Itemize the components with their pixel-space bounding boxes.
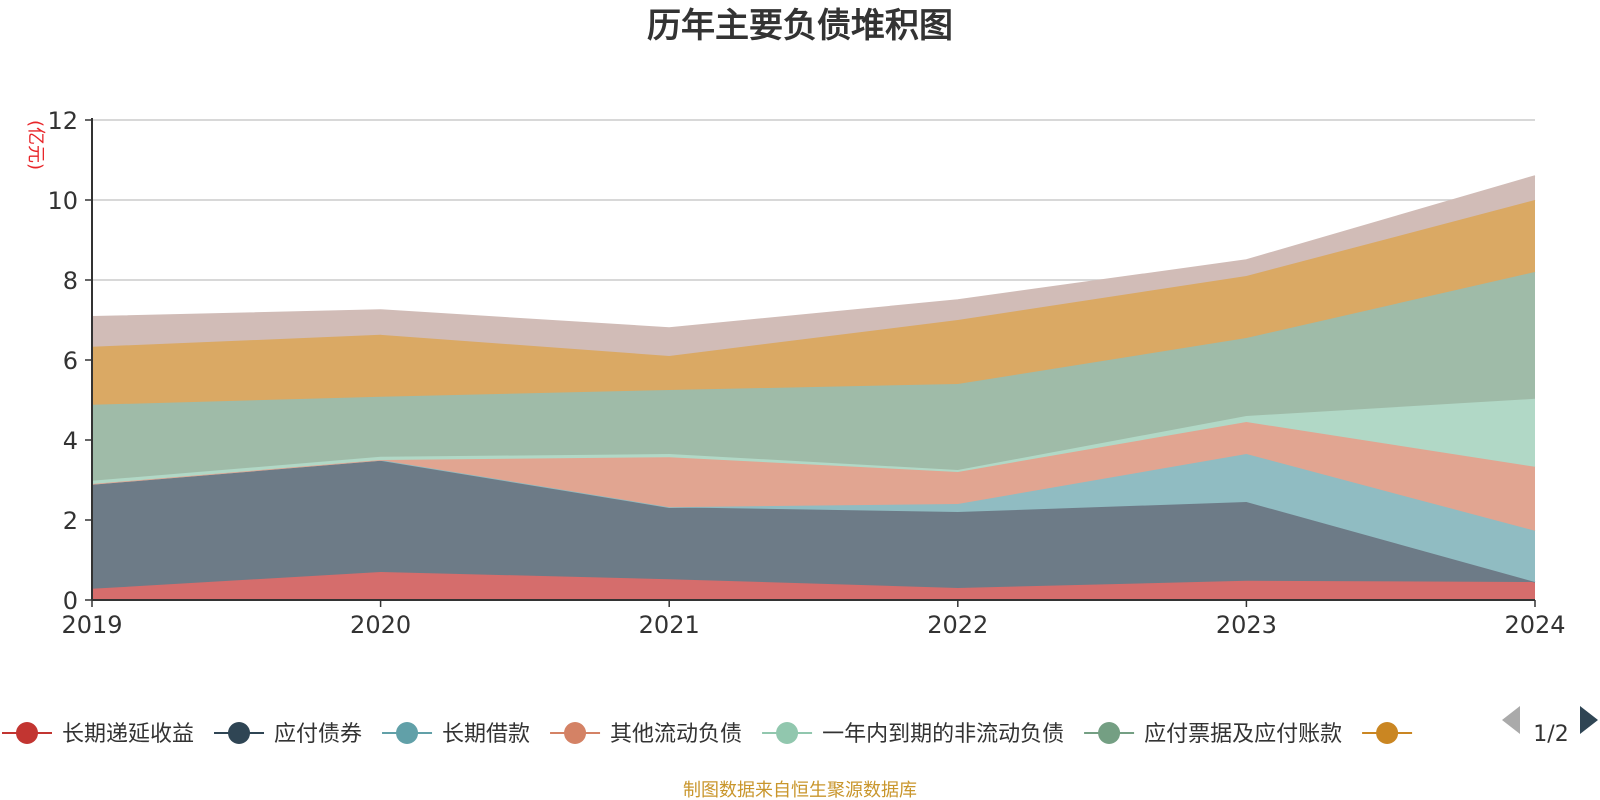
series-area-1 (92, 460, 1535, 589)
y-tick-label: 2 (63, 507, 78, 535)
y-tick-label: 10 (47, 187, 78, 215)
legend: 长期递延收益 应付债券 长期借款 其他流动负债 一年内到期的非流动负债 应付票据及应付账款 (2, 722, 1413, 747)
legend-label: 应付票据及应付账款 (1144, 722, 1342, 747)
axes: 0 2 4 6 8 10 12 2019 2020 2021 2022 2023 2024 (47, 107, 1565, 639)
legend-circle-icon (228, 722, 251, 744)
legend-item[interactable]: 长期递延收益 (2, 722, 194, 747)
series-line-7 (91, 175, 1536, 329)
y-tick-label: 4 (63, 427, 78, 455)
legend-circle-icon (1376, 722, 1399, 744)
y-tick-label: 0 (63, 587, 78, 615)
series-area-3 (92, 422, 1535, 531)
legend-label: 一年内到期的非流动负债 (822, 722, 1064, 747)
y-tick-label: 6 (63, 347, 78, 375)
legend-circle-icon (564, 722, 587, 744)
legend-item[interactable]: 长期借款 (382, 722, 530, 747)
legend-circle-icon (1098, 722, 1121, 744)
legend-item[interactable] (1362, 722, 1413, 744)
chart-title: 历年主要负债堆积图 (647, 6, 953, 46)
x-tick-label: 2020 (350, 611, 411, 639)
legend-label: 长期借款 (442, 722, 530, 747)
legend-circle-icon (776, 722, 799, 744)
series-area-6 (92, 200, 1535, 405)
legend-item[interactable]: 应付票据及应付账款 (1084, 722, 1342, 747)
legend-pager: 1/2 (1502, 706, 1598, 747)
x-tick-label: 2022 (927, 611, 988, 639)
legend-item[interactable]: 一年内到期的非流动负债 (762, 722, 1064, 747)
x-tick-label: 2019 (61, 611, 122, 639)
x-tick-label: 2021 (639, 611, 700, 639)
y-tick-label: 12 (47, 107, 78, 135)
legend-label: 其他流动负债 (610, 722, 742, 747)
legend-page-indicator: 1/2 (1533, 722, 1568, 747)
legend-next-arrow-icon[interactable] (1580, 706, 1598, 734)
legend-item[interactable]: 其他流动负债 (550, 722, 742, 747)
y-tick-label: 8 (63, 267, 78, 295)
legend-circle-icon (396, 722, 419, 744)
data-source-note: 制图数据来自恒生聚源数据库 (683, 780, 917, 800)
series-area-7 (92, 176, 1535, 356)
series-areas (91, 175, 1536, 600)
legend-label: 应付债券 (274, 722, 362, 747)
x-tick-label: 2024 (1504, 611, 1565, 639)
series-area-0 (92, 572, 1535, 600)
x-tick-label: 2023 (1216, 611, 1277, 639)
legend-label: 长期递延收益 (62, 722, 194, 747)
series-area-2 (92, 454, 1535, 582)
series-area-5 (92, 272, 1535, 481)
legend-prev-arrow-icon[interactable] (1502, 706, 1520, 734)
y-axis-unit: (亿元) (25, 120, 46, 170)
legend-item[interactable]: 应付债券 (214, 722, 362, 747)
legend-circle-icon (16, 722, 38, 744)
